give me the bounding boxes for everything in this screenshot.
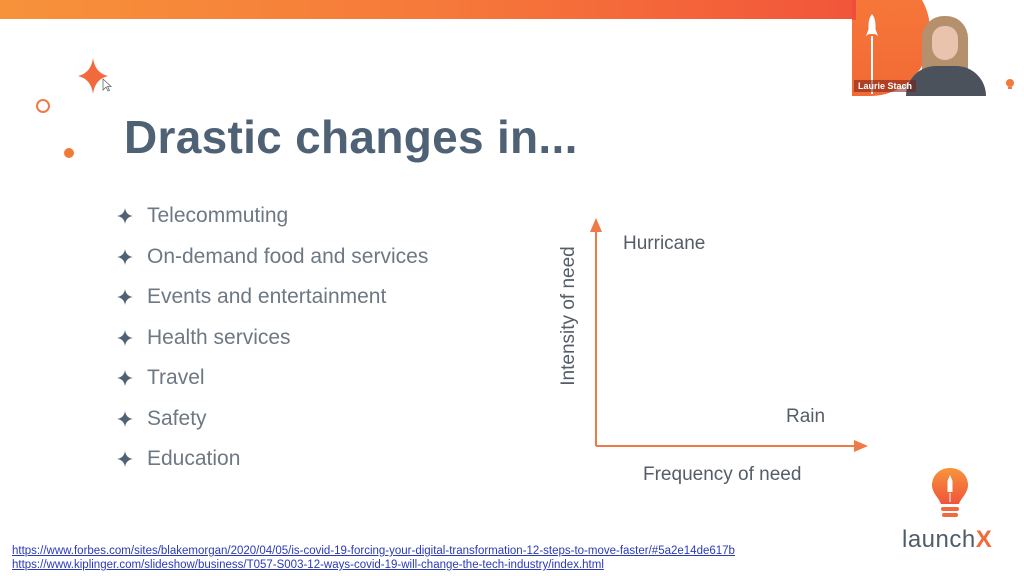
ring-decoration xyxy=(36,99,50,113)
four-point-star-icon xyxy=(117,208,133,225)
slide-title: Drastic changes in... xyxy=(124,111,578,163)
top-accent-bar xyxy=(0,0,856,19)
four-point-star-icon xyxy=(117,289,133,306)
need-matrix-chart: Hurricane Rain Frequency of need Intensi… xyxy=(550,210,880,500)
reference-link-forbes[interactable]: https://www.forbes.com/sites/blakemorgan… xyxy=(12,545,735,557)
lightbulb-rocket-icon xyxy=(932,468,968,517)
bullet-label: Telecommuting xyxy=(147,204,289,228)
bullet-label: Education xyxy=(147,447,241,471)
participant-name-tag: Laurie Stach xyxy=(854,80,917,92)
participant-body xyxy=(906,66,986,96)
four-point-star-icon xyxy=(117,248,133,265)
dot-decoration xyxy=(64,148,74,158)
bullet-label: Travel xyxy=(147,366,205,390)
x-axis-arrow-icon xyxy=(854,440,868,452)
y-axis-arrow-icon xyxy=(590,218,602,232)
logo-text-main: launch xyxy=(902,526,976,553)
launchx-logo: launchX xyxy=(898,466,998,556)
bullet-label: Safety xyxy=(147,406,207,430)
point-label-hurricane: Hurricane xyxy=(623,233,706,254)
bullet-item: On-demand food and services xyxy=(116,237,428,278)
point-label-rain: Rain xyxy=(786,406,826,427)
mouse-cursor-icon xyxy=(102,78,112,92)
four-point-star-icon xyxy=(117,410,133,427)
bullet-item: Health services xyxy=(116,318,428,359)
logo-text-accent: X xyxy=(975,526,993,553)
bullet-label: On-demand food and services xyxy=(147,244,429,268)
reference-links: https://www.forbes.com/sites/blakemorgan… xyxy=(12,544,735,572)
participant-face xyxy=(932,26,958,60)
participant-video-tile[interactable]: Laurie Stach xyxy=(852,0,988,96)
bullet-item: Safety xyxy=(116,399,428,440)
x-axis-label: Frequency of need xyxy=(643,464,802,485)
bullet-list: Telecommuting On-demand food and service… xyxy=(116,196,428,480)
four-point-star-icon xyxy=(117,329,133,346)
bullet-item: Education xyxy=(116,439,428,480)
four-point-star-icon xyxy=(117,451,133,468)
reference-link-kiplinger[interactable]: https://www.kiplinger.com/slideshow/busi… xyxy=(12,559,604,571)
bullet-item: Telecommuting xyxy=(116,196,428,237)
bullet-label: Events and entertainment xyxy=(147,285,387,309)
sparkle-icon xyxy=(78,58,108,94)
y-axis-label: Intensity of need xyxy=(558,246,579,386)
bullet-item: Travel xyxy=(116,358,428,399)
mini-launchx-logo-icon xyxy=(1006,79,1014,89)
bullet-item: Events and entertainment xyxy=(116,277,428,318)
four-point-star-icon xyxy=(117,370,133,387)
video-accent-strip xyxy=(852,0,856,20)
bullet-label: Health services xyxy=(147,325,291,349)
chart-axes xyxy=(590,218,868,452)
logo-wordmark: launchX xyxy=(902,526,992,554)
